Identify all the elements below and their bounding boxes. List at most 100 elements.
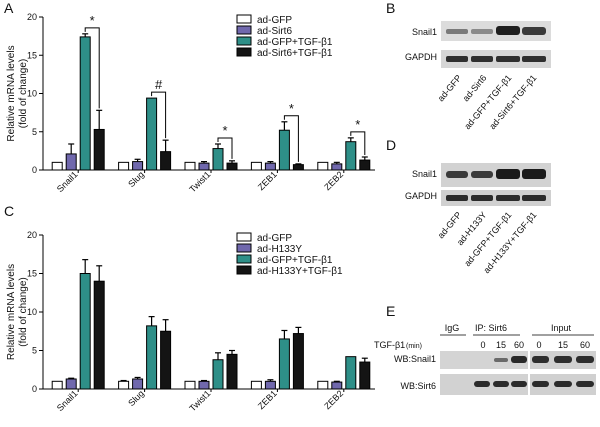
significance-bracket	[84, 27, 100, 109]
bar	[250, 380, 262, 390]
blot-d-band	[522, 169, 546, 179]
significance-mark: *	[90, 13, 95, 28]
y-tick-label: 0	[32, 384, 37, 394]
y-axis-label: Relative mRNA levels	[6, 45, 17, 141]
y-tick-label: 10	[27, 89, 37, 99]
blot-e-time: 60	[514, 340, 524, 350]
legend-swatch	[236, 232, 252, 242]
bar	[212, 148, 224, 171]
panel-label-b: B	[386, 0, 395, 16]
blot-d-band	[471, 171, 493, 178]
significance-bracket	[151, 91, 167, 139]
legend-swatch	[236, 265, 252, 275]
y-tick-label: 15	[27, 269, 37, 279]
y-tick-label: 5	[32, 346, 37, 356]
category-label: Snail1	[55, 388, 80, 413]
y-axis-label: (fold of change)	[18, 277, 29, 347]
legend-swatch	[236, 254, 252, 264]
bar	[65, 153, 77, 171]
blot-d-band	[446, 171, 468, 178]
chart-c: 0 5 10 15 20 Relative mRNA levels (fold of cha…	[6, 230, 375, 413]
significance-mark: *	[222, 123, 227, 138]
blot-b-band	[522, 56, 546, 62]
blot-e-band	[532, 381, 549, 387]
blot-e: IgG IP: Sirt6 Input TGF-β1 (min) 0 15 60…	[374, 323, 596, 395]
legend-label: ad-GFP	[257, 233, 292, 244]
bar	[226, 353, 238, 390]
blot-e-band	[576, 356, 594, 363]
blot-b: Snail1 GAPDH ad-GFP ad-Sirt6 ad-GFP+TGF-…	[405, 21, 551, 131]
blot-e-band	[511, 381, 527, 387]
legend-swatch	[236, 36, 252, 46]
panel-label-c: C	[4, 203, 14, 219]
significance-mark: *	[289, 101, 294, 116]
blot-e-input-label: Input	[551, 323, 572, 333]
bar	[359, 159, 371, 171]
category-label: Slug	[126, 169, 146, 189]
bar	[184, 161, 196, 171]
blot-e-ip-membrane-1	[440, 351, 528, 369]
legend-label: ad-Sirt6+TGF-β1	[257, 48, 333, 59]
blot-b-band	[522, 27, 546, 35]
legend-label: ad-GFP+TGF-β1	[257, 37, 333, 48]
blot-d-band	[496, 195, 520, 201]
bar	[118, 161, 130, 171]
blot-b-band	[446, 56, 468, 62]
bar	[132, 378, 144, 390]
blot-d-band	[471, 195, 493, 201]
blot-e-band	[554, 356, 572, 363]
y-tick-label: 15	[27, 50, 37, 60]
blot-e-band	[493, 381, 509, 387]
blot-e-time: 15	[558, 340, 568, 350]
blot-b-row-snail1: Snail1	[412, 27, 437, 37]
y-tick-label: 5	[32, 127, 37, 137]
bar	[198, 162, 210, 171]
legend-label: ad-Sirt6	[257, 26, 292, 37]
bar	[146, 325, 158, 390]
blot-b-band	[446, 29, 468, 34]
legend-label: ad-GFP	[257, 15, 292, 26]
bar	[146, 97, 158, 171]
significance-bracket	[217, 137, 233, 159]
blot-e-band	[474, 381, 490, 387]
bar	[331, 163, 343, 171]
category-label: ZEB1	[256, 169, 279, 192]
bar	[278, 129, 290, 171]
bar	[132, 161, 144, 171]
blot-e-row-sirt6: WB:Sirt6	[400, 381, 436, 391]
blot-b-band	[496, 56, 520, 62]
blot-d-row-gapdh: GAPDH	[405, 191, 437, 201]
y-tick-label: 20	[27, 230, 37, 240]
category-label: ZEB2	[322, 169, 345, 192]
bar	[345, 356, 357, 390]
legend-label: ad-H133Y	[257, 244, 302, 255]
blot-e-row-snail1: WB:Snail1	[394, 354, 436, 364]
bar	[93, 280, 105, 390]
category-label: Twist1	[187, 169, 212, 194]
blot-e-time: 15	[496, 340, 506, 350]
category-label: Snail1	[55, 169, 80, 194]
blot-d: Snail1 GAPDH ad-GFP ad-H133Y ad-GFP+TGF-…	[405, 163, 551, 275]
legend-swatch	[236, 25, 252, 35]
blot-d-band	[496, 169, 520, 179]
y-tick-label: 0	[32, 165, 37, 175]
significance-mark: #	[155, 77, 163, 92]
legend-label: ad-GFP+TGF-β1	[257, 255, 333, 266]
significance-bracket	[283, 115, 299, 162]
blot-e-band	[532, 356, 549, 363]
blot-b-lane-label: ad-GFP	[436, 73, 464, 104]
bar	[160, 151, 172, 171]
legend-label: ad-H133Y+TGF-β1	[257, 266, 343, 277]
bar	[264, 162, 276, 171]
bar	[226, 162, 238, 171]
bar	[292, 333, 304, 390]
bar	[317, 380, 329, 390]
blot-b-band	[471, 56, 493, 62]
bar	[184, 380, 196, 390]
chart-a: 0 5 10 15 20 Relative mRNA levels (fold of cha…	[6, 12, 375, 194]
bar	[79, 36, 91, 171]
blot-e-time: 0	[480, 340, 485, 350]
bar	[345, 141, 357, 171]
blot-e-tgf-label: TGF-β1	[374, 340, 405, 350]
bar	[331, 381, 343, 390]
